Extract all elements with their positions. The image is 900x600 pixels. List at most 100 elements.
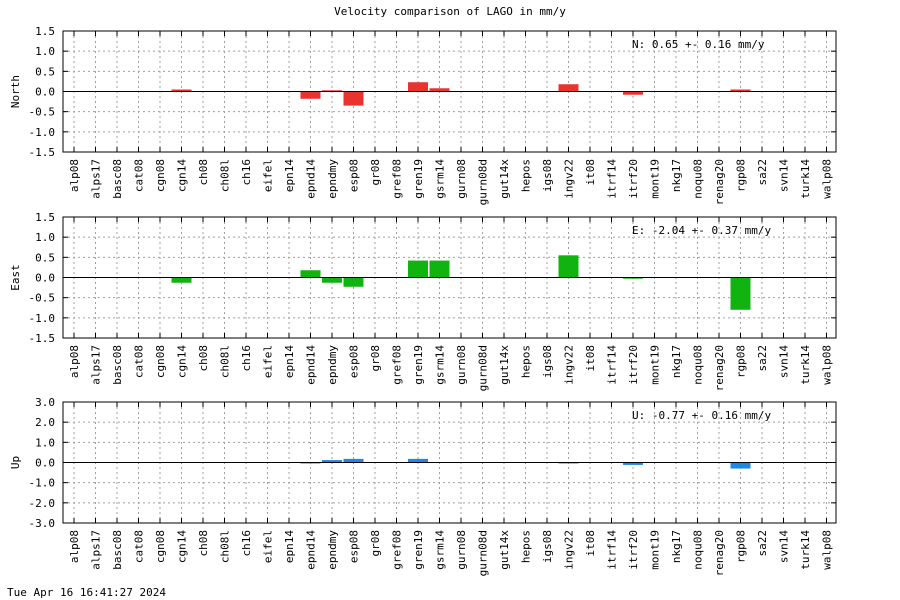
north-xtick-label: mont19 <box>649 159 662 199</box>
east-bar-rgp08 <box>730 277 751 310</box>
east-bar-ingv22 <box>558 255 579 278</box>
east-xtick-label: ch08l <box>219 345 232 378</box>
north-xtick-label: renag20 <box>713 159 726 205</box>
east-xtick-label: epn14 <box>283 345 296 378</box>
up-axis-label: Up <box>9 456 22 469</box>
north-ytick-label: -0.5 <box>29 106 56 119</box>
north-xtick-label: ingv22 <box>563 159 576 199</box>
north-bar-gsrm14 <box>429 88 450 92</box>
up-xtick-label: epn14 <box>283 530 296 563</box>
east-xtick-label: mont19 <box>649 345 662 385</box>
east-bar-epndmy <box>322 277 342 283</box>
north-xtick-label: ch08 <box>197 159 210 186</box>
north-xtick-label: hepos <box>520 159 533 192</box>
north-xtick-label: walp08 <box>821 159 834 199</box>
east-bar-gsrm14 <box>429 260 450 278</box>
up-xtick-label: gurn08 <box>455 530 468 570</box>
north-xtick-label: nkg17 <box>670 159 683 192</box>
east-ytick-label: -0.5 <box>29 292 56 305</box>
north-axis-label: North <box>9 75 22 108</box>
east-xtick-label: noqu08 <box>692 345 705 385</box>
east-xtick-label: itrf14 <box>606 345 619 385</box>
north-xtick-label: gurn08 <box>455 159 468 199</box>
north-xtick-label: gsrm14 <box>434 159 447 199</box>
up-xtick-label: svn14 <box>778 530 791 563</box>
up-xtick-label: itrf20 <box>627 530 640 570</box>
up-xtick-label: cat08 <box>133 530 146 563</box>
north-xtick-label: igs08 <box>541 159 554 192</box>
east-xtick-label: alp08 <box>68 345 81 378</box>
up-ytick-label: 3.0 <box>35 396 55 409</box>
north-xtick-label: ch08l <box>219 159 232 192</box>
east-bar-itrf20 <box>623 277 643 279</box>
north-xtick-label: cgn08 <box>154 159 167 192</box>
up-xtick-label: gurn08d <box>477 530 490 576</box>
up-xtick-label: ch16 <box>240 530 253 557</box>
north-xtick-label: epn14 <box>283 159 296 192</box>
up-xtick-label: rgp08 <box>735 530 748 563</box>
north-plot-frame <box>62 30 837 153</box>
east-xtick-label: sa22 <box>756 345 769 372</box>
north-bar-esp08 <box>343 91 364 106</box>
north-ytick-label: -1.5 <box>29 146 56 159</box>
north-xtick-label: gut14x <box>498 159 511 199</box>
up-bar-epndmy <box>322 460 342 463</box>
east-xtick-label: epnd14 <box>305 345 318 385</box>
up-ytick-label: 2.0 <box>35 416 55 429</box>
up-bar-esp08 <box>343 458 364 463</box>
up-xtick-label: it08 <box>584 530 597 557</box>
up-plot-frame <box>62 401 837 524</box>
up-xtick-label: cgn14 <box>176 530 189 563</box>
east-xtick-label: gr08 <box>369 345 382 372</box>
east-xtick-label: gurn08d <box>477 345 490 391</box>
up-xtick-label: cgn08 <box>154 530 167 563</box>
east-xtick-label: ch08 <box>197 345 210 372</box>
up-xtick-label: alps17 <box>90 530 103 570</box>
north-bar-epnd14 <box>300 91 321 99</box>
north-xtick-label: alps17 <box>90 159 103 199</box>
timestamp: Tue Apr 16 16:41:27 2024 <box>7 586 166 599</box>
north-xtick-label: ch16 <box>240 159 253 186</box>
north-xtick-label: gr08 <box>369 159 382 186</box>
up-xtick-label: epndmy <box>326 530 339 570</box>
up-xtick-label: ch08l <box>219 530 232 563</box>
east-xtick-label: esp08 <box>348 345 361 378</box>
east-xtick-label: igs08 <box>541 345 554 378</box>
north-bar-itrf20 <box>623 91 643 95</box>
north-xtick-label: noqu08 <box>692 159 705 199</box>
east-plot-frame <box>62 216 837 339</box>
east-xtick-label: gsrm14 <box>434 345 447 385</box>
east-xtick-label: basc08 <box>111 345 124 385</box>
east-xtick-label: hepos <box>520 345 533 378</box>
up-ytick-label: 1.0 <box>35 436 55 449</box>
up-xtick-label: eifel <box>262 530 275 563</box>
east-xtick-label: ch16 <box>240 345 253 372</box>
up-xtick-label: gr08 <box>369 530 382 557</box>
north-ytick-label: 0.5 <box>35 65 55 78</box>
east-xtick-label: walp08 <box>821 345 834 385</box>
north-ytick-label: -1.0 <box>29 126 56 139</box>
north-xtick-label: itrf14 <box>606 159 619 199</box>
east-annotation: E: -2.04 +- 0.37 mm/y <box>632 224 771 237</box>
east-xtick-label: alps17 <box>90 345 103 385</box>
east-xtick-label: rgp08 <box>735 345 748 378</box>
north-annotation: N: 0.65 +- 0.16 mm/y <box>632 38 765 51</box>
north-ytick-label: 0.0 <box>35 86 55 99</box>
east-bar-gren19 <box>408 260 428 278</box>
north-xtick-label: cat08 <box>133 159 146 192</box>
north-xtick-label: gref08 <box>391 159 404 199</box>
north-bar-epndmy <box>322 90 342 92</box>
north-bar-cgn14 <box>171 89 192 92</box>
up-xtick-label: noqu08 <box>692 530 705 570</box>
north-xtick-label: turk14 <box>799 159 812 199</box>
north-xtick-label: esp08 <box>348 159 361 192</box>
up-xtick-label: epnd14 <box>305 530 318 570</box>
up-xtick-label: esp08 <box>348 530 361 563</box>
east-xtick-label: itrf20 <box>627 345 640 385</box>
east-xtick-label: gref08 <box>391 345 404 385</box>
chart-title: Velocity comparison of LAGO in mm/y <box>334 5 566 18</box>
east-xtick-label: renag20 <box>713 345 726 391</box>
east-xtick-label: gurn08 <box>455 345 468 385</box>
up-xtick-label: gref08 <box>391 530 404 570</box>
north-ytick-label: 1.0 <box>35 45 55 58</box>
